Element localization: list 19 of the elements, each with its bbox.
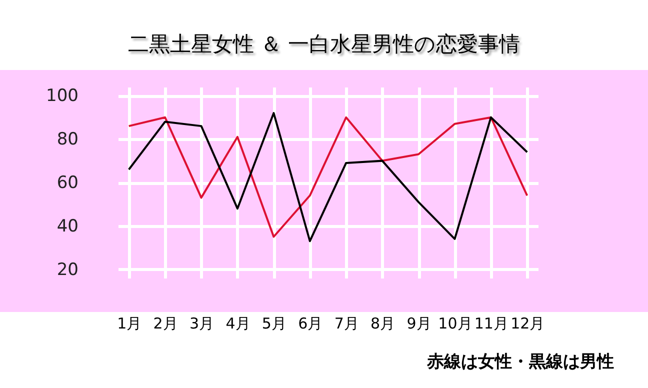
y-tick-label: 40 bbox=[56, 216, 78, 236]
x-tick-label: 5月 bbox=[262, 314, 286, 332]
y-tick-label: 80 bbox=[56, 130, 78, 150]
x-tick-label: 6月 bbox=[298, 314, 323, 332]
x-tick-label: 9月 bbox=[406, 314, 432, 332]
x-tick-label: 3月 bbox=[190, 314, 214, 332]
y-tick-label: 100 bbox=[46, 86, 78, 106]
x-tick-label: 1月 bbox=[117, 314, 142, 332]
x-tick-label: 11月 bbox=[474, 314, 508, 332]
x-tick-label: 12月 bbox=[510, 314, 545, 332]
x-tick-label: 2月 bbox=[153, 314, 178, 332]
x-tick-label: 4月 bbox=[226, 314, 250, 332]
x-tick-label: 7月 bbox=[334, 314, 359, 332]
text: 赤線は女性・黒線は男性 bbox=[427, 351, 614, 373]
chart-title: 二黒土星女性 ＆ 一白水星男性の恋愛事情 bbox=[126, 31, 522, 58]
x-tick-label: 8月 bbox=[370, 314, 396, 332]
x-tick-label: 10月 bbox=[438, 314, 472, 332]
y-tick-label: 60 bbox=[56, 173, 78, 193]
y-tick-label: 20 bbox=[56, 260, 78, 280]
